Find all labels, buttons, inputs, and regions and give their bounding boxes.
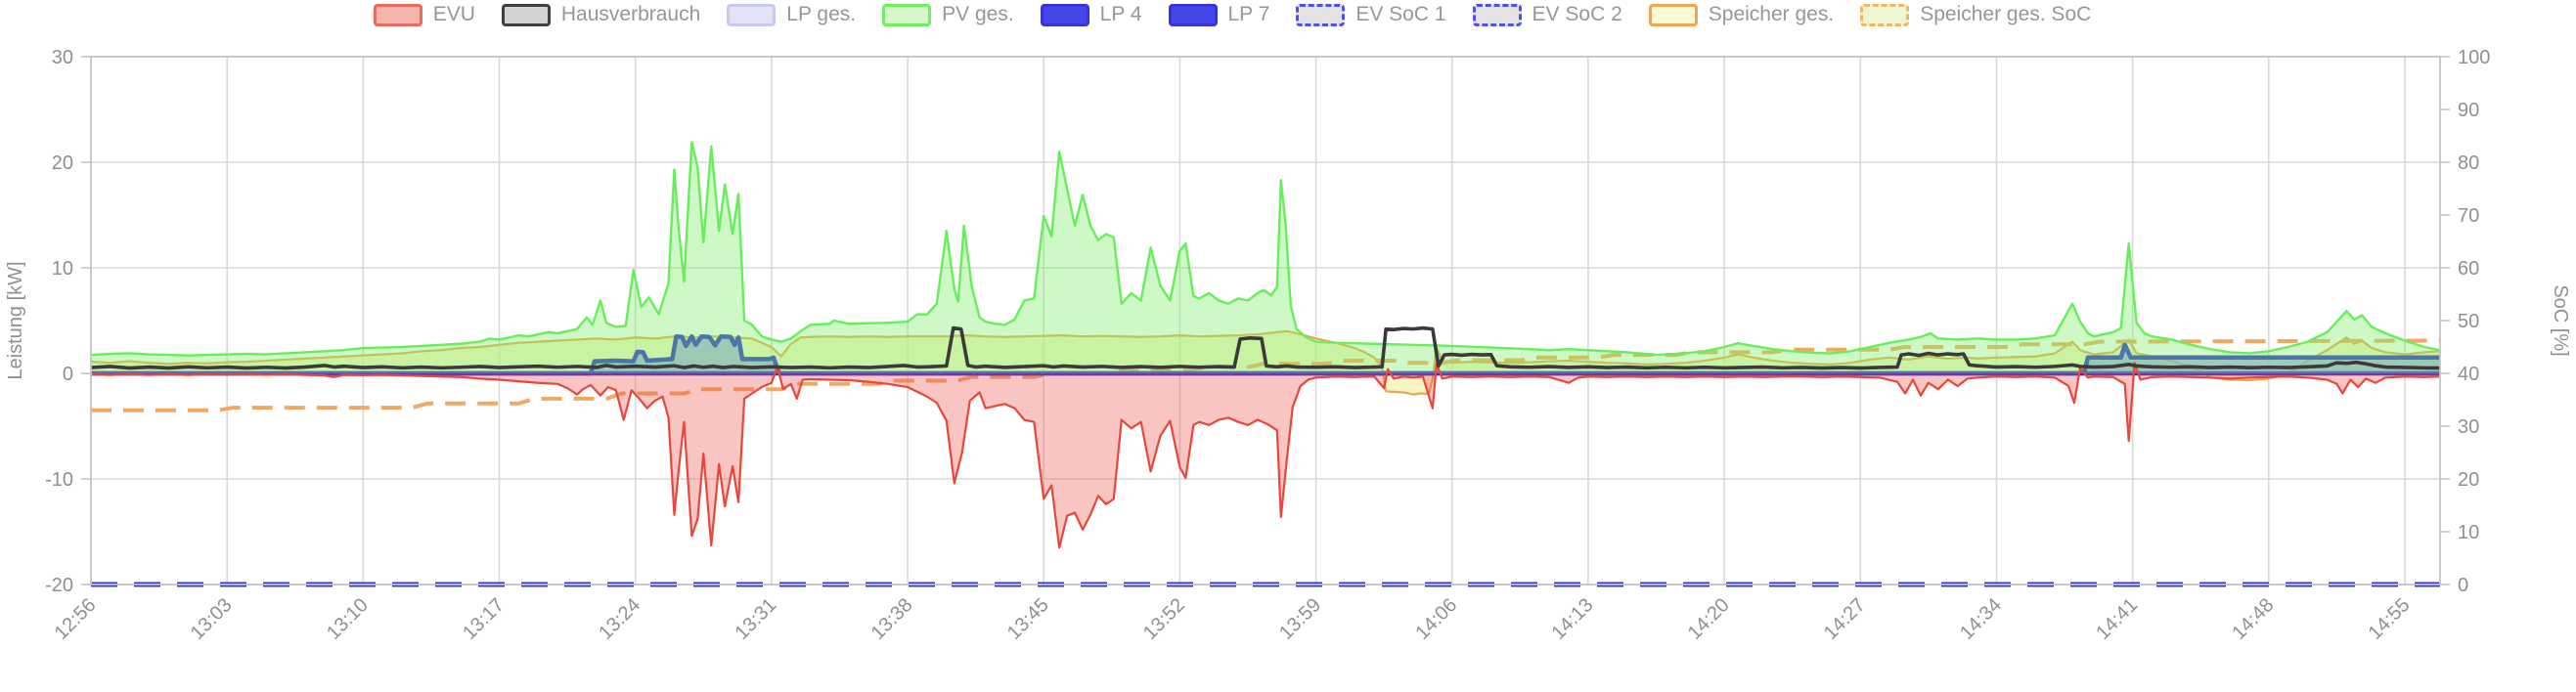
x-tick-label: 14:13: [1548, 594, 1598, 644]
legend-label: Hausverbrauch: [560, 3, 701, 25]
x-tick-label: 13:31: [731, 594, 780, 644]
x-tick-label: 13:17: [459, 594, 509, 644]
series-pv-area: [91, 142, 2440, 373]
left-axis-ticks: 30 20 10 0 -10 -20: [45, 47, 91, 596]
legend-label: EVU: [432, 3, 475, 25]
x-tick-label: 14:20: [1684, 594, 1734, 644]
chart-series: [90, 141, 2441, 587]
x-tick-label: 13:59: [1275, 594, 1325, 644]
legend-swatch: [501, 3, 551, 26]
x-tick-label: 12:56: [51, 594, 101, 644]
series-evu-line: [90, 362, 2440, 549]
right-tick-label: 60: [2458, 258, 2479, 280]
right-axis-title: SoC [%]: [2550, 284, 2571, 356]
legend-label: EV SoC 1: [1355, 3, 1446, 25]
legend-swatch: [727, 3, 777, 26]
legend-item-speicher-ges-soc[interactable]: Speicher ges. SoC: [1860, 3, 2091, 26]
legend-swatch: [1648, 3, 1698, 26]
left-tick-label: 10: [52, 258, 73, 280]
left-axis-title: Leistung [kW]: [5, 261, 26, 379]
series-evu-area: [91, 363, 2440, 548]
right-tick-label: 100: [2458, 47, 2490, 68]
legend-item-lp-4[interactable]: LP 4: [1040, 3, 1142, 26]
x-tick-label: 14:34: [1956, 594, 2006, 644]
right-tick-label: 70: [2458, 205, 2479, 227]
right-tick-label: 0: [2458, 575, 2468, 596]
left-tick-label: -10: [45, 469, 73, 491]
series-pv-line: [90, 141, 2441, 357]
legend-label: Speicher ges. SoC: [1920, 3, 2092, 25]
x-tick-label: 13:10: [323, 594, 373, 644]
legend-label: LP 7: [1227, 3, 1270, 25]
series-speicher-line: [90, 329, 2440, 396]
x-tick-label: 14:55: [2365, 594, 2415, 644]
right-tick-label: 50: [2458, 311, 2479, 332]
x-tick-label: 13:24: [595, 594, 644, 644]
right-tick-label: 40: [2458, 364, 2479, 385]
legend-label: PV ges.: [942, 3, 1014, 25]
legend-item-speicher-ges-[interactable]: Speicher ges.: [1648, 3, 1835, 26]
series-lp4-line: [91, 333, 2440, 376]
legend-swatch: [1296, 3, 1346, 26]
x-tick-label: 14:48: [2228, 594, 2278, 644]
x-tick-label: 14:41: [2092, 594, 2142, 644]
legend-item-evu[interactable]: EVU: [373, 3, 475, 26]
legend-item-hausverbrauch[interactable]: Hausverbrauch: [501, 3, 701, 26]
series-lp_ges-area: [91, 336, 2440, 373]
legend-label: Speicher ges.: [1708, 3, 1835, 25]
x-tick-label: 13:45: [1003, 594, 1053, 644]
series-lp4-area: [91, 336, 2440, 373]
x-axis-ticks: 12:56 13:03 13:10 13:17 13:24 13:31 13:38 13:45…: [51, 594, 2415, 644]
legend-item-ev-soc-1[interactable]: EV SoC 1: [1296, 3, 1446, 26]
x-tick-label: 13:38: [867, 594, 917, 644]
legend-item-lp-ges-[interactable]: LP ges.: [727, 3, 856, 26]
series-lp7-area: [91, 344, 2440, 373]
x-tick-label: 14:06: [1411, 594, 1461, 644]
legend-swatch: [1040, 3, 1089, 26]
legend-swatch: [373, 3, 422, 26]
legend-item-ev-soc-2[interactable]: EV SoC 2: [1472, 3, 1622, 26]
right-tick-label: 90: [2458, 100, 2479, 121]
x-tick-label: 14:27: [1820, 594, 1870, 644]
right-tick-label: 30: [2458, 416, 2479, 438]
left-tick-label: -20: [45, 575, 73, 596]
left-tick-label: 0: [63, 364, 73, 385]
legend-label: EV SoC 2: [1532, 3, 1622, 25]
right-tick-label: 10: [2458, 522, 2479, 543]
legend-item-lp-7[interactable]: LP 7: [1168, 3, 1270, 26]
left-tick-label: 20: [52, 152, 73, 174]
x-tick-label: 13:03: [187, 594, 237, 644]
legend-swatch: [1472, 3, 1522, 26]
legend-label: LP 4: [1099, 3, 1142, 25]
chart-legend: EVU Hausverbrauch LP ges. PV ges. LP 4 LP 7 EV…: [0, 3, 2465, 26]
legend-swatch: [1168, 3, 1218, 26]
x-tick-label: 13:52: [1139, 594, 1189, 644]
right-tick-label: 80: [2458, 152, 2479, 174]
legend-label: LP ges.: [786, 3, 857, 25]
series-haus-line: [90, 325, 2440, 370]
left-tick-label: 30: [52, 47, 73, 68]
legend-swatch: [1860, 3, 1910, 26]
right-tick-label: 20: [2458, 469, 2479, 491]
legend-item-pv-ges-[interactable]: PV ges.: [882, 3, 1014, 26]
legend-swatch: [882, 3, 932, 26]
